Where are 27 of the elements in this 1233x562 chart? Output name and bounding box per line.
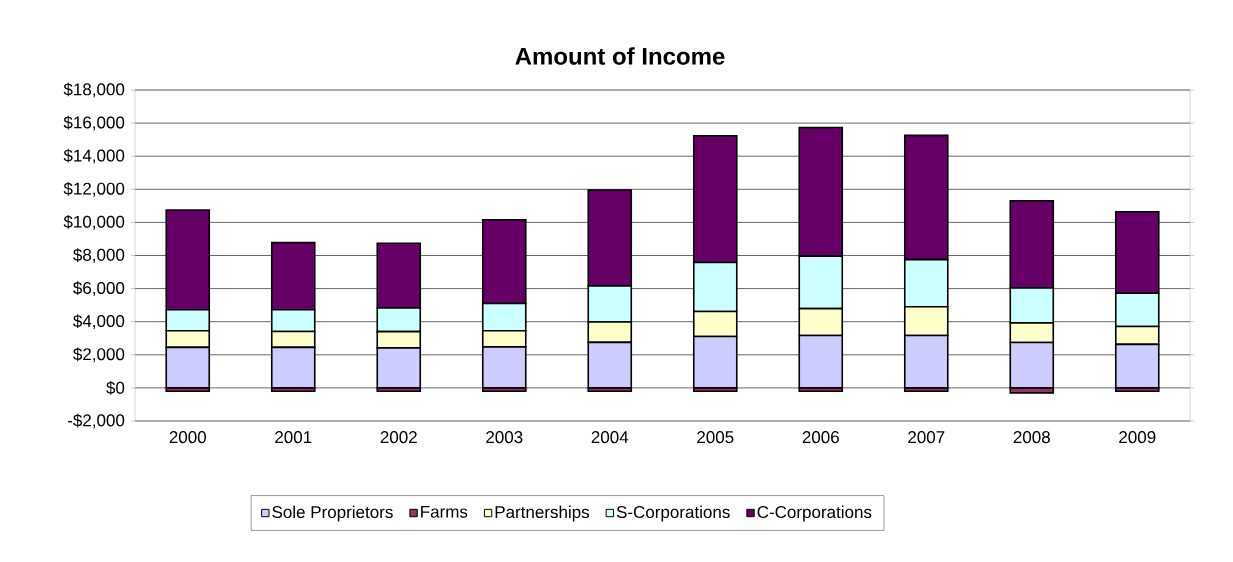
legend-label: Sole Proprietors [272, 505, 393, 522]
x-tick-label: 2000 [169, 431, 206, 444]
y-tick-label: $2,000 [73, 347, 125, 363]
legend-label: C-Corporations [757, 505, 872, 522]
x-tick-label: 2006 [802, 431, 839, 444]
x-tick-label: 2009 [1119, 431, 1156, 444]
x-tick-label: 2002 [380, 431, 417, 444]
y-tick-label: $14,000 [63, 148, 125, 164]
y-tick-label: -$2,000 [67, 413, 125, 429]
x-tick-label: 2004 [591, 431, 629, 444]
y-tick-label: $8,000 [73, 248, 125, 263]
x-tick-label: 2005 [697, 431, 734, 444]
chart-title: Amount of Income [515, 47, 725, 65]
y-tick-label: $0 [106, 381, 125, 395]
legend-label: Partnerships [495, 505, 590, 522]
x-tick-label: 2008 [1013, 431, 1050, 444]
legend-label: S-Corporations [616, 505, 730, 522]
y-tick-label: $16,000 [63, 115, 125, 131]
y-tick-label: $18,000 [63, 82, 125, 98]
y-tick-label: $12,000 [63, 181, 125, 197]
x-tick-label: 2003 [486, 431, 523, 444]
x-tick-label: 2007 [908, 431, 945, 444]
x-tick-label: 2001 [275, 431, 312, 444]
legend-label: Farms [421, 505, 468, 518]
y-tick-label: $4,000 [73, 314, 125, 330]
y-tick-label: $10,000 [63, 215, 125, 230]
y-tick-label: $6,000 [73, 281, 125, 296]
